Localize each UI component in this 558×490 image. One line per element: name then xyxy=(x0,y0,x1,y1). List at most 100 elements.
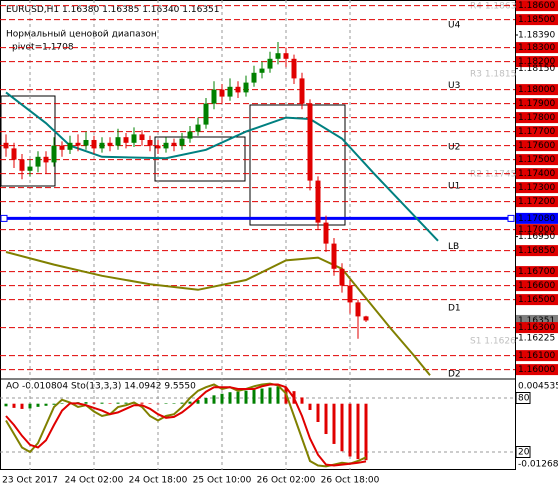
candle-body xyxy=(107,142,113,146)
y-tick-label: 1.16500 xyxy=(518,295,555,305)
pivot-label: U2 xyxy=(448,143,460,153)
y-tick-label: 1.16225 xyxy=(518,334,555,344)
y-tick-bg xyxy=(516,314,558,326)
y-tick-label: -0.012685 xyxy=(518,460,558,470)
candle-body xyxy=(227,86,233,97)
y-tick-bg xyxy=(516,42,558,54)
y-tick-bg xyxy=(516,126,558,138)
pivot-end xyxy=(507,214,515,222)
quote: 1.16351 xyxy=(182,5,219,15)
y-tick-label: 1.16600 xyxy=(518,281,555,291)
candle-body xyxy=(67,142,73,150)
y-tick-bg xyxy=(516,84,558,96)
candle-body xyxy=(115,137,121,146)
y-tick-label: 1.18300 xyxy=(518,43,555,53)
candle-body xyxy=(355,302,361,317)
candle-body xyxy=(75,142,81,146)
candle-body xyxy=(83,140,89,146)
candle-body xyxy=(179,138,185,146)
y-tick-label: 1.17400 xyxy=(518,169,555,179)
ao-bar xyxy=(308,403,312,410)
ao-bar xyxy=(268,387,272,404)
symbol: EURUSD,H1 xyxy=(6,5,59,15)
x-tick-label: 24 Oct 02:00 xyxy=(65,476,124,486)
moving-average xyxy=(5,251,431,376)
y-tick-label: 1.16351 xyxy=(518,316,555,326)
candle-body xyxy=(307,103,313,181)
ao-bar xyxy=(172,403,176,404)
candle-body xyxy=(171,142,177,146)
ao-bar xyxy=(356,403,360,460)
pivot-label: LB xyxy=(448,242,459,252)
candle-body xyxy=(3,142,9,149)
y-tick-bg xyxy=(516,280,558,292)
candle-body xyxy=(331,243,337,269)
candle-body xyxy=(323,222,329,244)
ao-bar xyxy=(332,403,336,444)
ao-bar xyxy=(244,390,248,404)
y-tick-label: 1.18000 xyxy=(518,85,555,95)
candle-body xyxy=(51,145,57,163)
candle-body xyxy=(267,58,273,69)
quote-header: EURUSD,H1 1.16380 1.16385 1.16340 1.1635… xyxy=(6,5,220,15)
indicator-title: AO -0.010804 Sto(13,3,3) 14.0942 9.5550 xyxy=(6,382,196,392)
quote: 1.16340 xyxy=(142,5,179,15)
candle-body xyxy=(187,131,193,139)
candle-body xyxy=(339,268,345,286)
x-tick-label: 23 Oct 2017 xyxy=(2,476,58,486)
y-tick-bg xyxy=(516,212,558,224)
y-tick-bg xyxy=(516,196,558,208)
pivot-label: U4 xyxy=(448,21,461,31)
stochastic-line xyxy=(5,383,367,467)
candle-body xyxy=(43,156,49,163)
ao-bar xyxy=(44,403,48,406)
candle-body xyxy=(251,72,257,83)
candle-body xyxy=(99,142,105,149)
range-box xyxy=(0,95,56,187)
ao-bar xyxy=(180,402,184,404)
y-tick-label: 1.17600 xyxy=(518,141,555,151)
y-tick-label: 1.18150 xyxy=(518,64,555,74)
plot-frame xyxy=(0,0,516,470)
pivot-label: U1 xyxy=(448,182,460,192)
ao-bar xyxy=(316,403,320,422)
y-tick-label: 1.16000 xyxy=(518,365,555,375)
candle-body xyxy=(299,78,305,104)
faint-label: R4 1.1863 xyxy=(470,2,516,12)
ao-bar xyxy=(364,403,368,461)
ao-bar xyxy=(252,389,256,404)
y-tick-label: 1.16850 xyxy=(518,246,555,256)
x-tick-label: 26 Oct 18:00 xyxy=(321,476,380,486)
candle-body xyxy=(59,145,65,150)
y-tick-bg xyxy=(516,168,558,180)
ao-bar xyxy=(4,403,8,407)
ao-bar xyxy=(300,397,304,404)
pivot-label: D1 xyxy=(448,304,461,314)
subtitle: Нормальный ценовой диапазон xyxy=(6,30,157,40)
y-tick-bg xyxy=(516,140,558,152)
y-tick-label: 1.16700 xyxy=(518,267,555,277)
ao-bar xyxy=(188,401,192,404)
y-tick-label: 1.17800 xyxy=(518,113,555,123)
x-tick-label: 25 Oct 10:00 xyxy=(193,476,252,486)
y-tick-label: 0.004535 xyxy=(518,382,558,392)
y-tick-bg xyxy=(516,322,558,334)
candle-body xyxy=(219,89,225,97)
y-tick-label: 1.17300 xyxy=(518,183,555,193)
ao-bar xyxy=(20,403,24,409)
ao-bar xyxy=(108,403,112,404)
ao-bar xyxy=(124,402,128,404)
y-tick-label: 1.17900 xyxy=(518,99,555,109)
ao-bar xyxy=(140,402,144,404)
ao-bar xyxy=(36,403,40,407)
ao-bar xyxy=(236,391,240,404)
candle-body xyxy=(27,166,33,171)
candle-body xyxy=(163,142,169,149)
pivot-text: pivot=1.1708 xyxy=(12,43,74,53)
candle-body xyxy=(19,159,25,171)
pivot-label: U3 xyxy=(448,81,460,91)
y-tick-label: 1.18500 xyxy=(518,15,555,25)
candle-body xyxy=(139,134,145,140)
y-tick-bg xyxy=(516,112,558,124)
